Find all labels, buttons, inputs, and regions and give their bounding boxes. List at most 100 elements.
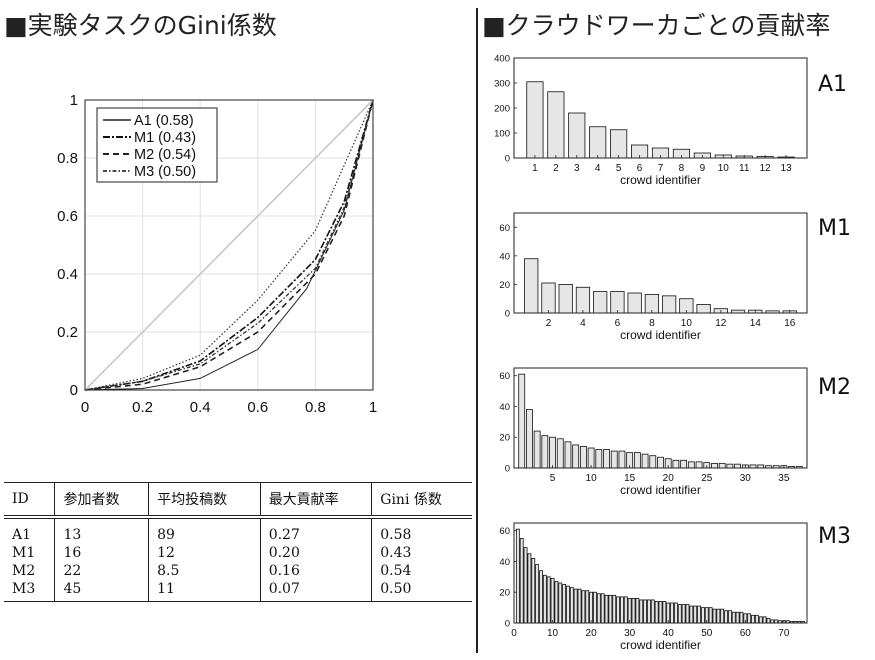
table-cell: 8.5 xyxy=(148,562,261,580)
table-header: ID xyxy=(4,482,56,518)
bar xyxy=(550,577,555,624)
bar xyxy=(610,129,628,159)
bar xyxy=(589,126,607,159)
table-cell: 0.43 xyxy=(380,545,412,561)
table-header: 最大貢献率 xyxy=(260,482,373,518)
bar xyxy=(674,602,678,624)
legend-entry: M3 (0.50) xyxy=(134,164,196,180)
y-tick-label: 400 xyxy=(494,54,510,65)
lorenz-curve-chart: 0 0.2 0.4 0.6 0.8 1 0 0.2 0.4 0.6 0.8 1 A1 (0.58)M1 … xyxy=(57,92,377,416)
x-tick-label: 8 xyxy=(679,163,685,174)
x-tick-label: 10 xyxy=(547,628,559,639)
y-tick-label: 20 xyxy=(499,280,510,291)
table-cell: 13 xyxy=(54,516,150,544)
x-tick-label: 40 xyxy=(663,628,675,639)
bar xyxy=(734,463,742,469)
table-cell: 16 xyxy=(54,544,150,562)
y-tick-label: 40 xyxy=(499,557,510,568)
bar xyxy=(616,596,620,624)
bar xyxy=(695,461,703,469)
y-tick-label: 40 xyxy=(499,251,510,262)
x-tick-label: 60 xyxy=(740,628,752,639)
x-tick-label: 12 xyxy=(760,163,772,174)
y-tick-label: 0.6 xyxy=(57,208,78,225)
x-tick-label: 30 xyxy=(624,628,636,639)
bar xyxy=(618,450,626,469)
y-tick-label: 200 xyxy=(494,104,510,115)
x-tick-label: 10 xyxy=(586,473,598,484)
x-tick-label: 0 xyxy=(511,628,517,639)
x-tick-label: 25 xyxy=(701,473,713,484)
bar xyxy=(649,455,657,469)
legend-entry: M2 (0.54) xyxy=(134,147,196,163)
y-tick-label: 0 xyxy=(505,619,510,630)
table-cell: 11 xyxy=(148,580,261,602)
bar xyxy=(670,602,674,624)
x-tick-label: 4 xyxy=(580,318,586,329)
bar xyxy=(689,605,694,624)
bar xyxy=(527,553,532,624)
bar xyxy=(635,597,640,624)
bar xyxy=(600,593,605,624)
x-tick-label: 5 xyxy=(550,473,556,484)
bar xyxy=(610,291,625,314)
x-tick-label: 13 xyxy=(781,163,793,174)
bar xyxy=(531,557,536,624)
bar xyxy=(766,617,771,624)
plot-area xyxy=(514,213,807,313)
x-tick-label: 30 xyxy=(740,473,752,484)
bar xyxy=(680,459,688,469)
bar xyxy=(554,581,559,624)
plot-frame xyxy=(513,212,808,314)
bar xyxy=(708,607,713,624)
table-cell: 0.07 xyxy=(260,580,373,602)
bar xyxy=(643,599,647,624)
y-tick-label: 0.2 xyxy=(57,324,78,341)
bar xyxy=(573,588,578,624)
panel-label-m3: M3 xyxy=(818,524,851,549)
bar xyxy=(762,616,767,624)
x-axis-label: crowd identifier xyxy=(620,173,701,187)
x-tick-label: 7 xyxy=(658,163,664,174)
bar xyxy=(593,591,597,624)
x-tick-label: 0.2 xyxy=(132,399,153,416)
bar xyxy=(542,574,547,624)
table-cell: A1 xyxy=(4,516,56,544)
bar xyxy=(639,599,644,624)
bar xyxy=(693,605,698,624)
x-tick-label: 6 xyxy=(637,163,643,174)
plot-frame xyxy=(513,367,808,469)
bar xyxy=(650,599,655,624)
table-cell: 12 xyxy=(148,544,261,562)
left-heading: ■実験タスクのGini係数 xyxy=(4,11,277,40)
bar-chart-m3: 0 20 40 60 0 10 20 30 40 50 60 70 crowd identifier xyxy=(499,522,808,652)
bar xyxy=(620,596,624,624)
x-tick-label: 6 xyxy=(615,318,621,329)
bar xyxy=(658,601,663,624)
bar xyxy=(575,286,591,314)
bar xyxy=(566,585,570,624)
bar xyxy=(727,610,732,624)
x-tick-label: 35 xyxy=(778,473,790,484)
y-tick-label: 0.8 xyxy=(57,150,78,167)
bar xyxy=(518,373,526,469)
bar xyxy=(724,610,728,624)
bar xyxy=(739,611,744,624)
bar xyxy=(569,587,574,624)
bar xyxy=(519,537,524,624)
table-cell: 45 xyxy=(54,580,150,602)
bar xyxy=(539,570,543,624)
bar xyxy=(526,81,544,159)
bar xyxy=(541,435,549,469)
table-cell: M2 xyxy=(4,562,56,580)
bar xyxy=(603,449,610,469)
bar xyxy=(568,112,586,159)
table-cell: 22 xyxy=(54,562,150,580)
bar xyxy=(581,590,586,624)
bar xyxy=(564,441,572,469)
x-tick-label: 14 xyxy=(750,318,762,329)
table-row: M2 22 8.5 0.16 0.54 xyxy=(4,562,472,580)
bar xyxy=(562,584,567,624)
bar xyxy=(572,444,580,469)
bar xyxy=(515,528,520,624)
